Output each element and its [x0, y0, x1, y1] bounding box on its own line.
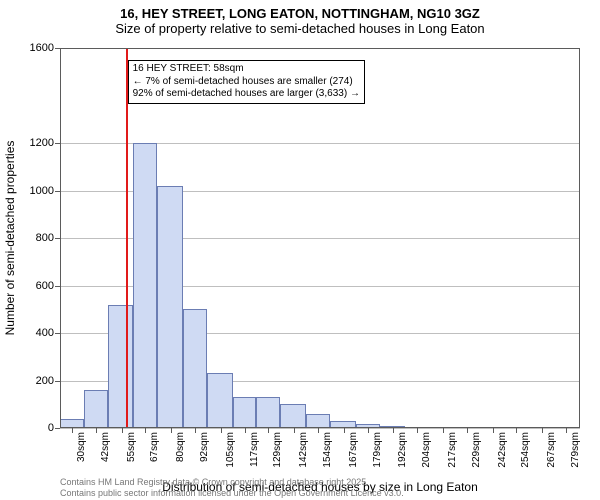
- x-tick-mark: [145, 428, 146, 433]
- y-tick-label: 400: [36, 327, 54, 339]
- title-line-2: Size of property relative to semi-detach…: [0, 21, 600, 36]
- footer-block: Contains HM Land Registry data © Crown c…: [60, 477, 404, 498]
- x-tick-label: 142sqm: [298, 432, 309, 468]
- x-tick-label: 229sqm: [471, 432, 482, 468]
- title-line-1: 16, HEY STREET, LONG EATON, NOTTINGHAM, …: [0, 6, 600, 21]
- x-tick-label: 179sqm: [372, 432, 383, 468]
- title-block: 16, HEY STREET, LONG EATON, NOTTINGHAM, …: [0, 0, 600, 36]
- x-tick-mark: [294, 428, 295, 433]
- histogram-bar: [306, 414, 330, 428]
- histogram-bar: [233, 397, 257, 428]
- y-tick-mark: [55, 143, 60, 144]
- y-tick-label: 1000: [30, 185, 54, 197]
- footer-line-2: Contains public sector information licen…: [60, 488, 404, 498]
- x-tick-mark: [122, 428, 123, 433]
- chart-container: 16, HEY STREET, LONG EATON, NOTTINGHAM, …: [0, 0, 600, 500]
- plot-area: 020040060080010001200160030sqm42sqm55sqm…: [60, 48, 580, 428]
- plot-wrap: 020040060080010001200160030sqm42sqm55sqm…: [60, 48, 580, 428]
- x-tick-mark: [393, 428, 394, 433]
- annotation-box: 16 HEY STREET: 58sqm ← 7% of semi-detach…: [128, 60, 365, 104]
- histogram-bar: [183, 309, 207, 428]
- histogram-bar: [108, 305, 134, 429]
- histogram-bar: [60, 419, 84, 429]
- x-tick-mark: [268, 428, 269, 433]
- x-tick-label: 80sqm: [175, 432, 186, 462]
- y-tick-label: 800: [36, 232, 54, 244]
- x-tick-label: 55sqm: [126, 432, 137, 462]
- x-tick-label: 217sqm: [447, 432, 458, 468]
- x-tick-label: 167sqm: [348, 432, 359, 468]
- y-tick-label: 1200: [30, 137, 54, 149]
- x-tick-label: 67sqm: [149, 432, 160, 462]
- footer-line-1: Contains HM Land Registry data © Crown c…: [60, 477, 404, 487]
- annotation-line-1: 16 HEY STREET: 58sqm: [133, 63, 360, 76]
- histogram-bar: [133, 143, 157, 428]
- y-tick-label: 1600: [30, 42, 54, 54]
- histogram-bar: [380, 426, 406, 428]
- x-tick-label: 267sqm: [546, 432, 557, 468]
- x-tick-mark: [72, 428, 73, 433]
- x-tick-mark: [195, 428, 196, 433]
- x-tick-mark: [245, 428, 246, 433]
- x-tick-label: 30sqm: [76, 432, 87, 462]
- x-tick-mark: [516, 428, 517, 433]
- x-tick-mark: [171, 428, 172, 433]
- x-tick-label: 242sqm: [497, 432, 508, 468]
- histogram-bar: [157, 186, 183, 428]
- x-tick-label: 154sqm: [322, 432, 333, 468]
- histogram-bar: [330, 421, 356, 428]
- x-tick-label: 129sqm: [272, 432, 283, 468]
- x-tick-mark: [493, 428, 494, 433]
- y-tick-mark: [55, 428, 60, 429]
- y-tick-label: 0: [48, 422, 54, 434]
- grid-line-h: [60, 428, 580, 429]
- y-tick-label: 600: [36, 280, 54, 292]
- x-tick-mark: [318, 428, 319, 433]
- x-tick-label: 254sqm: [520, 432, 531, 468]
- x-tick-label: 192sqm: [397, 432, 408, 468]
- annotation-line-3: 92% of semi-detached houses are larger (…: [133, 88, 360, 101]
- x-tick-label: 105sqm: [225, 432, 236, 468]
- x-tick-mark: [96, 428, 97, 433]
- x-tick-mark: [542, 428, 543, 433]
- y-tick-mark: [55, 48, 60, 49]
- annotation-line-2: ← 7% of semi-detached houses are smaller…: [133, 76, 360, 89]
- x-tick-mark: [566, 428, 567, 433]
- histogram-bar: [84, 390, 108, 428]
- x-tick-mark: [467, 428, 468, 433]
- x-tick-label: 42sqm: [100, 432, 111, 462]
- reference-line: [126, 48, 128, 428]
- x-tick-mark: [221, 428, 222, 433]
- y-tick-label: 200: [36, 375, 54, 387]
- y-tick-mark: [55, 333, 60, 334]
- y-tick-mark: [55, 238, 60, 239]
- x-tick-mark: [417, 428, 418, 433]
- x-tick-label: 117sqm: [249, 432, 260, 467]
- y-axis-label: Number of semi-detached properties: [3, 141, 17, 336]
- y-tick-mark: [55, 286, 60, 287]
- histogram-bar: [280, 404, 306, 428]
- grid-line-h: [60, 48, 580, 49]
- histogram-bar: [256, 397, 280, 428]
- x-tick-mark: [443, 428, 444, 433]
- histogram-bar: [207, 373, 233, 428]
- y-tick-mark: [55, 381, 60, 382]
- x-tick-mark: [344, 428, 345, 433]
- x-tick-label: 279sqm: [570, 432, 581, 468]
- x-tick-mark: [368, 428, 369, 433]
- x-tick-label: 204sqm: [421, 432, 432, 468]
- x-tick-label: 92sqm: [199, 432, 210, 462]
- y-tick-mark: [55, 191, 60, 192]
